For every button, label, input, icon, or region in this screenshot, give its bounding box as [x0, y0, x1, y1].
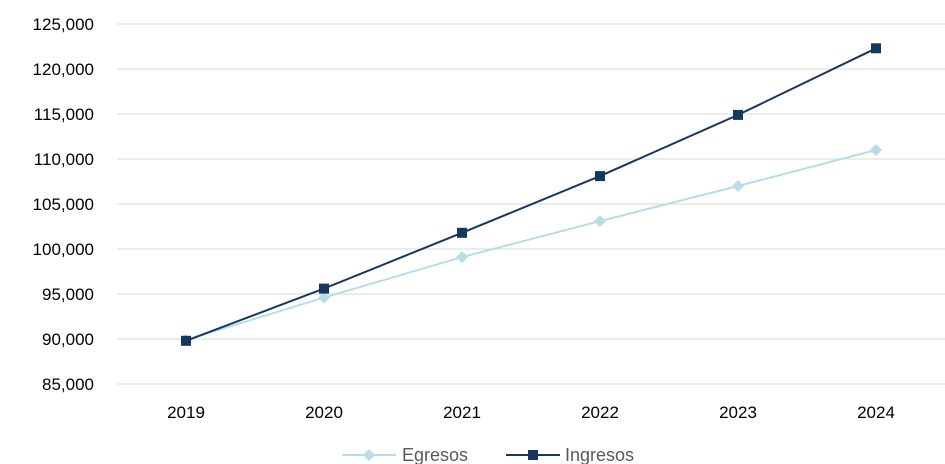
data-point-marker [595, 171, 605, 182]
y-tick-label: 90,000 [42, 330, 94, 349]
y-tick-label: 110,000 [34, 150, 94, 169]
y-tick-label: 100,000 [33, 240, 94, 259]
y-axis-tick-labels: 85,000 90,000 95,000 100,000 105,000 110,000 1… [33, 15, 94, 394]
data-point-marker [528, 450, 538, 460]
x-tick-label: 2021 [443, 403, 481, 422]
y-tick-label: 85,000 [42, 375, 94, 394]
data-point-marker [457, 227, 467, 238]
y-tick-label: 125,000 [33, 15, 94, 34]
data-point-marker [870, 144, 882, 156]
series-ingresos [181, 43, 881, 346]
legend-label: Egresos [402, 445, 468, 464]
series-egresos [180, 144, 882, 346]
legend-label: Ingresos [565, 445, 634, 464]
data-point-marker [594, 215, 606, 228]
x-axis-tick-labels: 2019 2020 2021 2022 2023 2024 [167, 403, 895, 422]
series-lines [180, 43, 882, 346]
data-point-marker [732, 180, 744, 192]
y-tick-label: 105,000 [33, 195, 94, 214]
data-point-marker [733, 109, 743, 120]
y-tick-label: 115,000 [34, 105, 94, 124]
legend: Egresos Ingresos [342, 445, 634, 464]
series-line [185, 47, 877, 342]
x-tick-label: 2023 [719, 403, 757, 422]
legend-item-egresos: Egresos [342, 445, 468, 464]
data-point-marker [318, 291, 330, 304]
data-point-marker [363, 449, 375, 461]
x-tick-label: 2020 [305, 403, 343, 422]
data-point-marker [871, 43, 881, 54]
data-point-marker [181, 335, 191, 346]
x-tick-label: 2022 [581, 403, 619, 422]
data-point-marker [319, 283, 329, 294]
y-tick-label: 120,000 [33, 60, 94, 79]
x-tick-label: 2024 [857, 403, 895, 422]
data-point-marker [456, 251, 468, 264]
legend-item-ingresos: Ingresos [506, 445, 634, 464]
y-tick-label: 95,000 [42, 285, 94, 304]
x-tick-label: 2019 [167, 403, 205, 422]
series-line [185, 149, 877, 341]
